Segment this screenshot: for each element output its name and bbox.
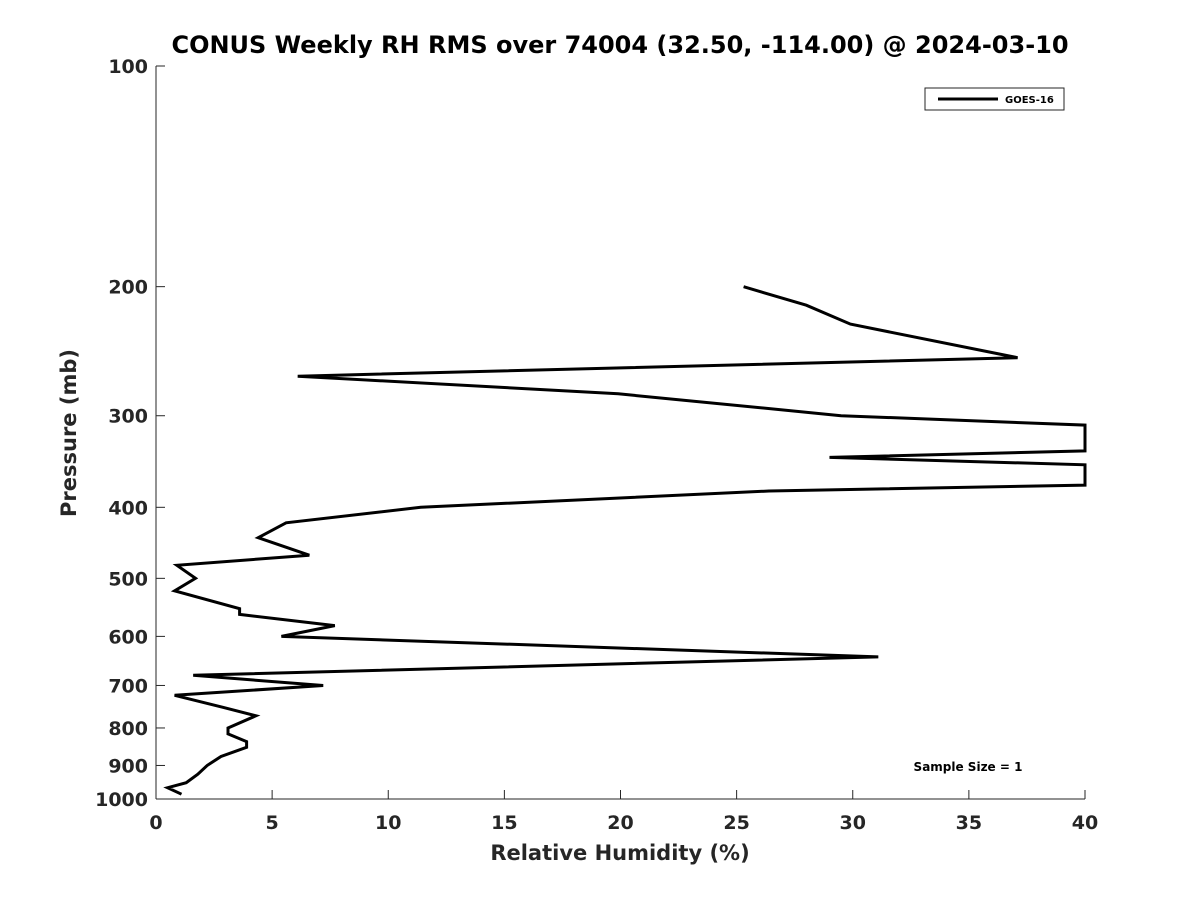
y-tick-label: 500 (108, 568, 148, 590)
y-tick-label: 300 (108, 406, 148, 428)
x-ticks: 0 5 10 15 20 25 30 35 40 (149, 790, 1098, 834)
sample-size-annotation: Sample Size = 1 (914, 760, 1023, 774)
x-tick-label: 5 (266, 812, 279, 834)
x-tick-label: 35 (956, 812, 982, 834)
y-ticks: 100 200 300 400 500 600 700 800 900 1000 (95, 56, 165, 811)
x-tick-label: 15 (491, 812, 517, 834)
y-tick-label: 600 (108, 626, 148, 648)
x-tick-label: 25 (723, 812, 749, 834)
x-tick-label: 0 (149, 812, 162, 834)
legend: GOES-16 (924, 87, 1065, 111)
legend-label: GOES-16 (1005, 95, 1054, 106)
y-tick-label: 400 (108, 497, 148, 519)
y-tick-label: 200 (108, 277, 148, 299)
y-tick-label: 900 (108, 755, 148, 777)
plot-area (163, 285, 1087, 796)
x-tick-label: 10 (375, 812, 401, 834)
y-tick-label: 700 (108, 675, 148, 697)
y-tick-label: 1000 (95, 789, 148, 811)
y-axis-label: Pressure (mb) (57, 349, 81, 517)
x-axis-label: Relative Humidity (%) (490, 841, 749, 865)
x-tick-label: 20 (607, 812, 633, 834)
y-tick-label: 800 (108, 718, 148, 740)
chart-title: CONUS Weekly RH RMS over 74004 (32.50, -… (171, 31, 1068, 59)
x-tick-label: 30 (840, 812, 866, 834)
x-tick-label: 40 (1072, 812, 1098, 834)
series-line-0 (163, 285, 1087, 796)
y-tick-label: 100 (108, 56, 148, 78)
